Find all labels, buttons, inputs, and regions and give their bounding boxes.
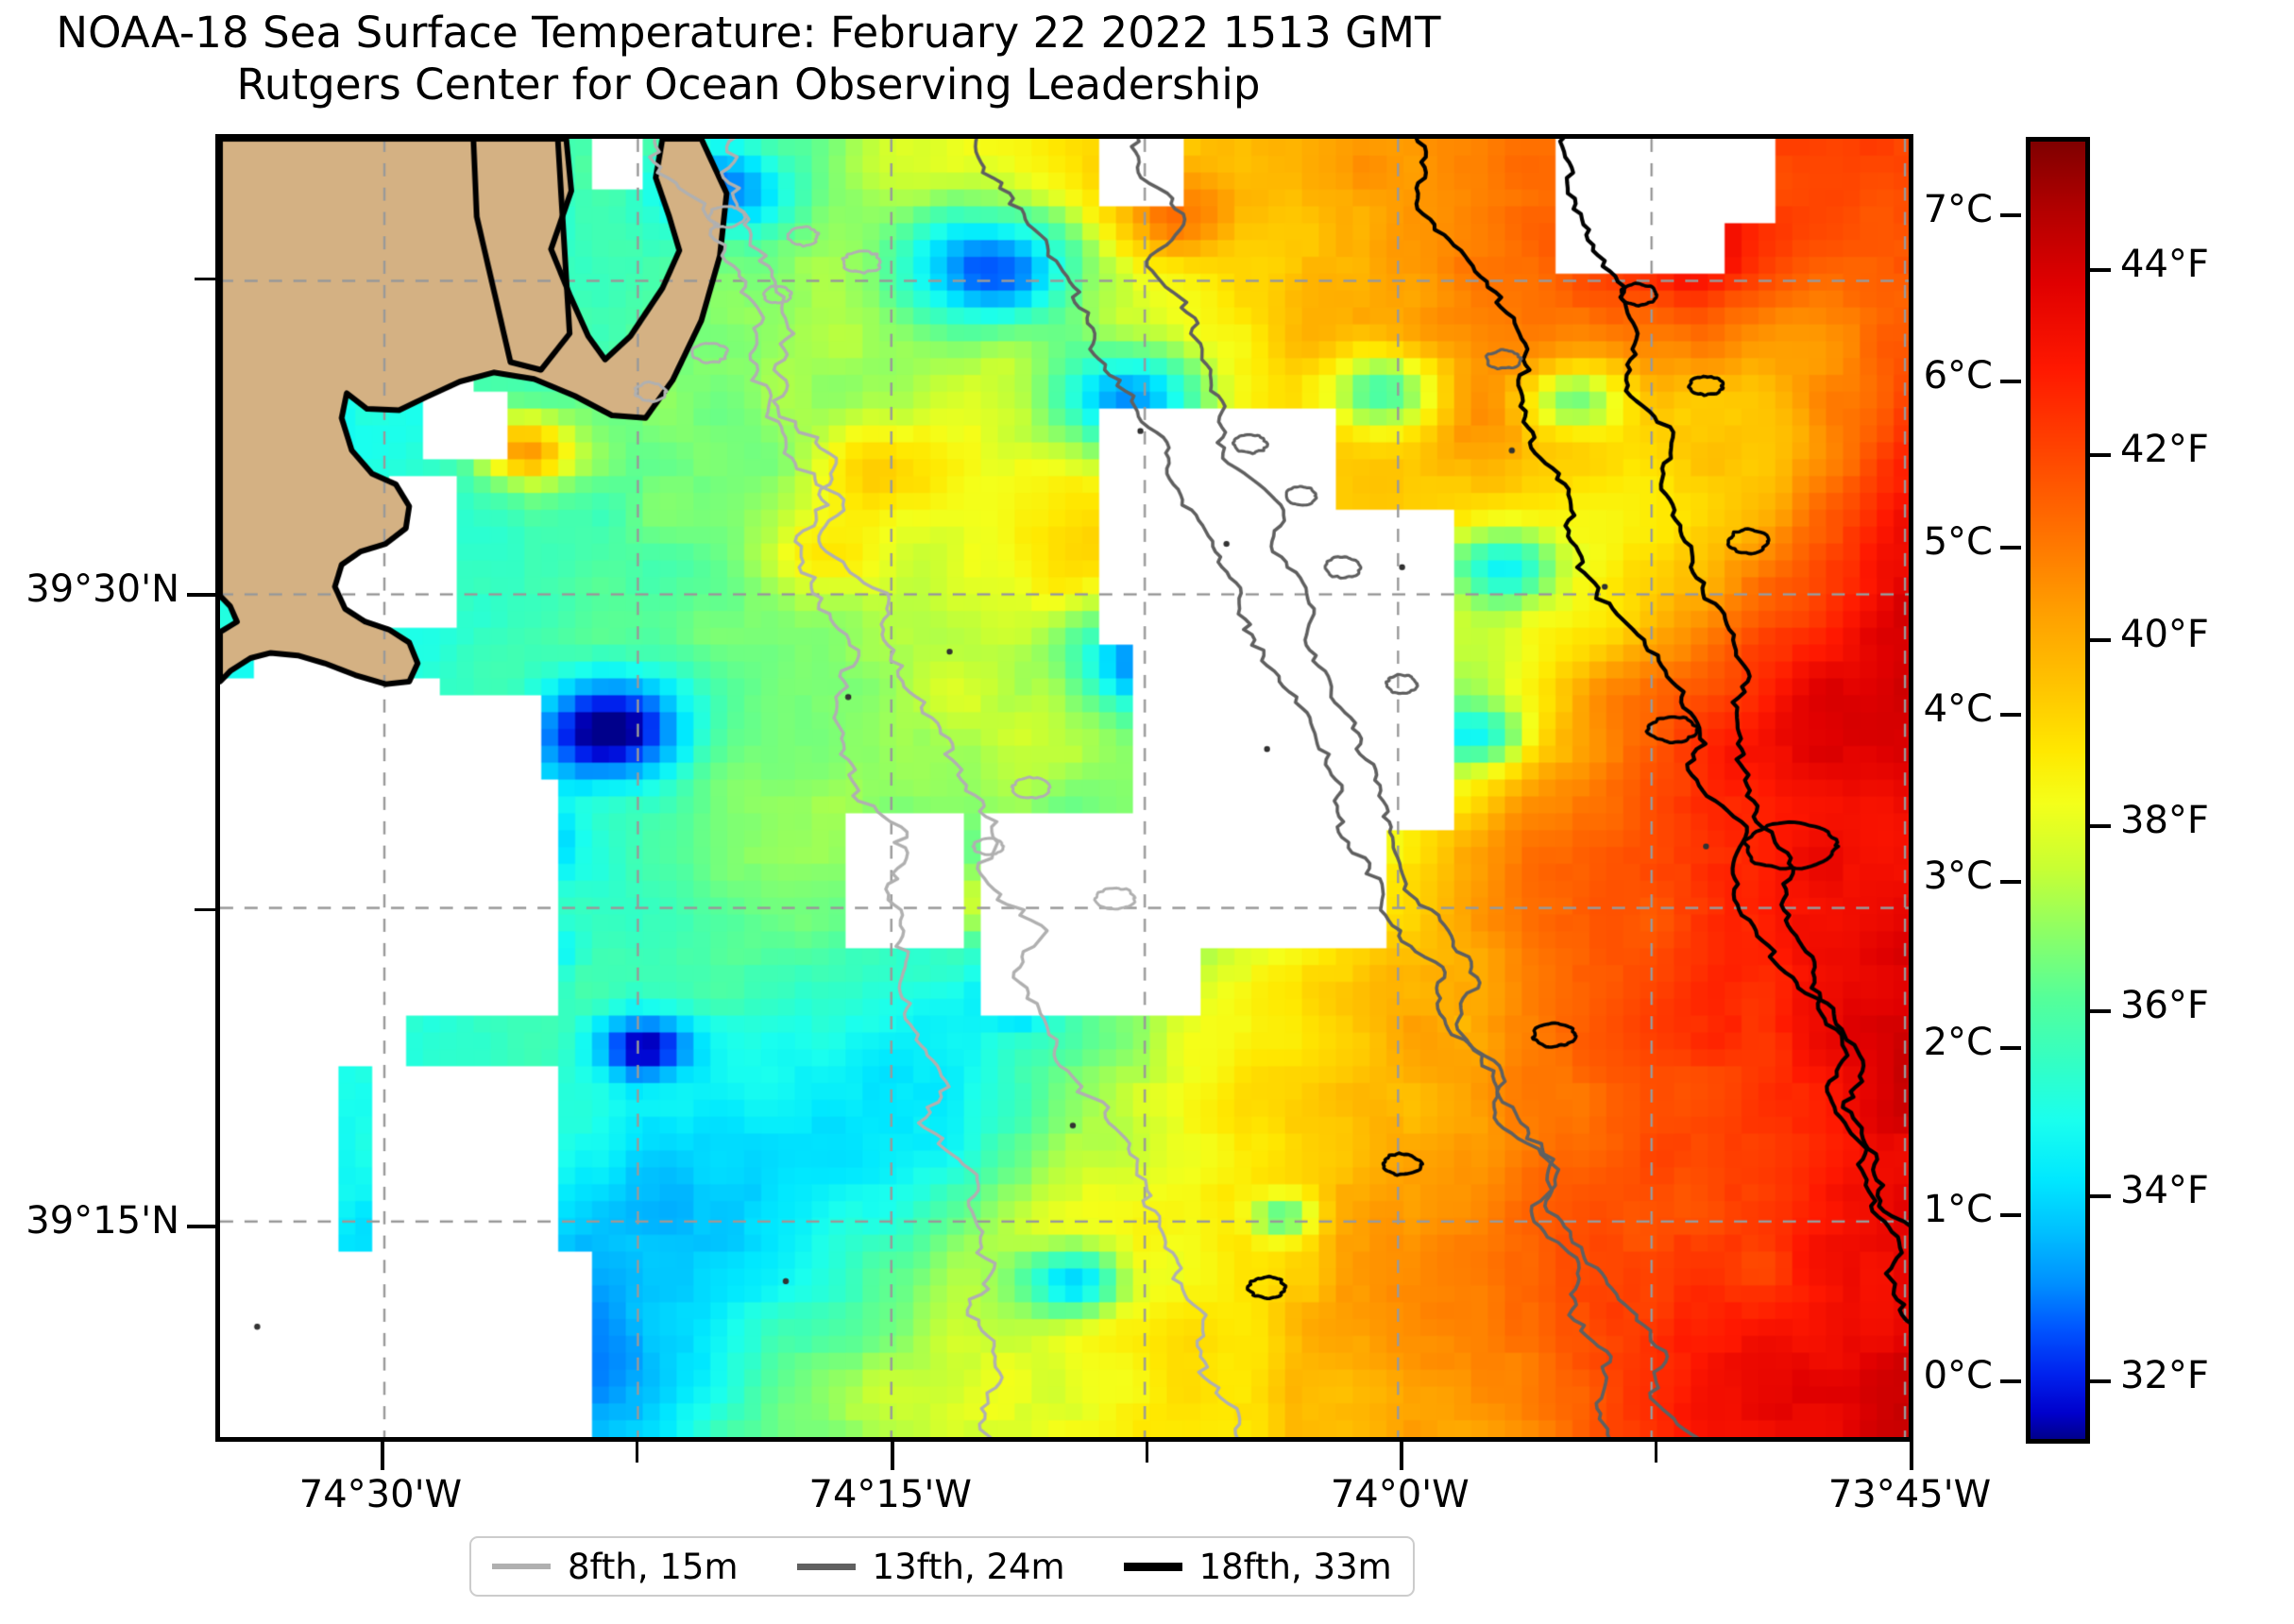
x-tick-label: 73°45'W [1827,1473,1992,1516]
colorbar-tick-f [2090,1008,2111,1013]
y-tick-label: 39°15'N [25,1198,179,1243]
legend-label-13fth: 13fth, 24m [872,1546,1065,1587]
colorbar-tick-c [2000,1379,2021,1384]
legend-line-18fth [1123,1562,1182,1571]
colorbar-label-fahrenheit: 40°F [2120,613,2209,657]
colorbar-label-celsius: 6°C [1923,354,1993,398]
title-block: NOAA-18 Sea Surface Temperature: Februar… [0,8,1497,111]
colorbar-tick-c [2000,546,2021,550]
legend-item-18fth[interactable]: 18fth, 33m [1123,1546,1392,1587]
x-tick-label: 74°30'W [298,1473,463,1516]
legend-line-8fth [492,1564,551,1569]
colorbar-tick-f [2090,1193,2111,1198]
colorbar-tick-c [2000,212,2021,217]
colorbar-label-fahrenheit: 42°F [2120,428,2209,472]
page-title: NOAA-18 Sea Surface Temperature: Februar… [56,8,1441,58]
colorbar-tick-c [2000,1212,2021,1217]
x-tick-7415W [890,1442,894,1470]
x-tick-label: 74°0'W [1330,1473,1470,1516]
colorbar-tick-f [2090,638,2111,643]
colorbar-label-celsius: 2°C [1923,1020,1993,1064]
legend-label-18fth: 18fth, 33m [1198,1546,1392,1587]
x-tick-7345W [1910,1442,1914,1470]
colorbar-label-celsius: 7°C [1923,187,1993,231]
legend-line-13fth [796,1563,856,1570]
y-minor-tick [195,277,215,280]
colorbar [2026,137,2090,1444]
legend-item-8fth[interactable]: 8fth, 15m [492,1547,739,1587]
colorbar-tick-f [2090,1379,2111,1384]
y-tick-3930N [187,592,215,597]
colorbar-tick-c [2000,713,2021,718]
x-minor-tick [635,1442,638,1463]
colorbar-label-fahrenheit: 38°F [2120,798,2209,842]
colorbar-tick-c [2000,879,2021,884]
page-subtitle: Rutgers Center for Ocean Observing Leade… [236,59,1261,110]
colorbar-label-celsius: 4°C [1923,687,1993,732]
colorbar-label-celsius: 5°C [1923,520,1993,565]
x-tick-7430W [380,1442,384,1470]
colorbar-label-fahrenheit: 36°F [2120,983,2209,1027]
x-tick-label: 74°15'W [808,1473,972,1516]
legend-label-8fth: 8fth, 15m [568,1546,739,1587]
x-tick-740W [1400,1442,1404,1470]
map-overlay-contours [220,139,1909,1437]
colorbar-tick-f [2090,823,2111,828]
colorbar-label-fahrenheit: 44°F [2120,243,2209,287]
y-tick-label: 39°30'N [25,567,179,611]
legend-item-13fth[interactable]: 13fth, 24m [796,1546,1065,1587]
colorbar-label-celsius: 0°C [1923,1354,1993,1398]
y-minor-tick [195,908,215,912]
bathymetry-legend: 8fth, 15m 13fth, 24m 18fth, 33m [469,1536,1415,1597]
colorbar-label-celsius: 3°C [1923,854,1993,898]
colorbar-tick-f [2090,453,2111,458]
colorbar-tick-f [2090,268,2111,273]
x-minor-tick [1145,1442,1148,1463]
x-minor-tick [1655,1442,1658,1463]
colorbar-tick-c [2000,1045,2021,1050]
colorbar-label-fahrenheit: 32°F [2120,1354,2209,1398]
colorbar-label-fahrenheit: 34°F [2120,1168,2209,1212]
colorbar-tick-c [2000,380,2021,383]
colorbar-label-celsius: 1°C [1923,1187,1993,1231]
y-tick-3915N [187,1224,215,1228]
map-axes[interactable] [215,134,1913,1442]
